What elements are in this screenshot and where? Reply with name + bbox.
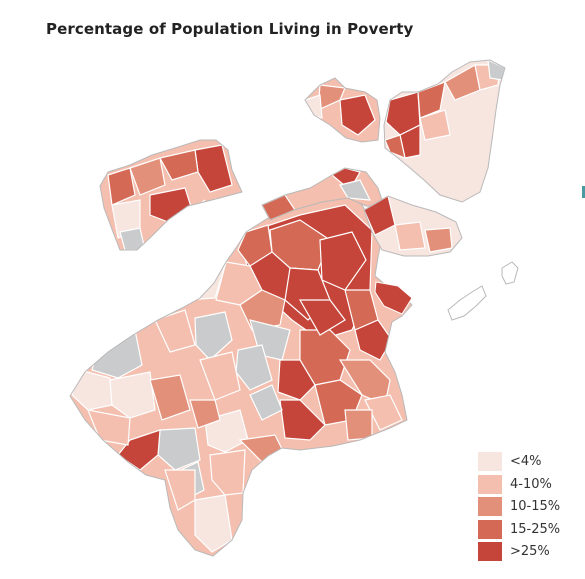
legend-item: 15-25% <box>478 519 561 539</box>
region-main <box>69 195 413 557</box>
legend-item: 4-10% <box>478 474 560 494</box>
legend-swatch <box>478 452 502 471</box>
region-dorchester-bay <box>374 281 413 315</box>
map-title: Percentage of Population Living in Pover… <box>46 20 414 38</box>
map-legend: <4% 4-10% 10-15% 15-25% >25% <box>478 452 560 565</box>
legend-item: >25% <box>478 542 560 561</box>
legend-swatch <box>478 497 502 516</box>
legend-label: <4% <box>510 454 542 469</box>
legend-label: >25% <box>510 544 550 559</box>
legend-item: 10-15% <box>478 497 560 516</box>
legend-label: 15-25% <box>510 521 561 537</box>
region-east <box>383 59 506 203</box>
legend-swatch <box>478 542 502 561</box>
harbor-islands <box>447 261 519 321</box>
legend-swatch <box>478 474 502 494</box>
legend-label: 10-15% <box>510 499 561 514</box>
legend-item: <4% <box>478 452 560 471</box>
region-north <box>304 77 381 143</box>
region-west <box>99 139 243 251</box>
edge-marker <box>582 186 585 198</box>
legend-label: 4-10% <box>510 476 552 492</box>
legend-swatch <box>478 519 502 539</box>
